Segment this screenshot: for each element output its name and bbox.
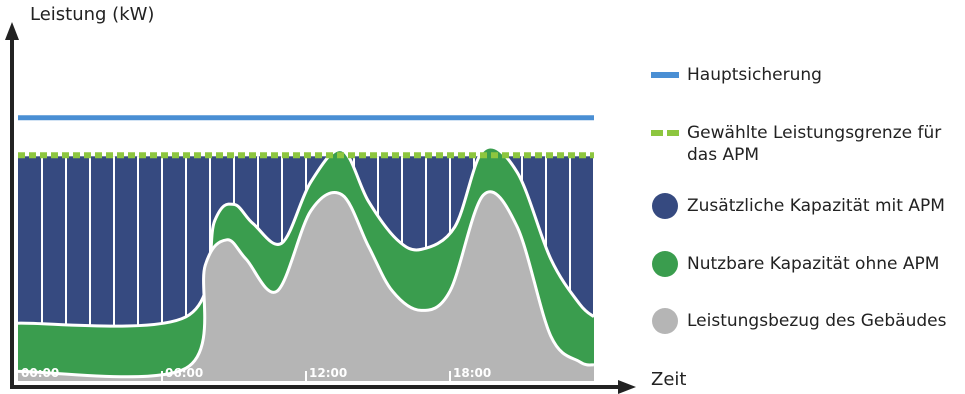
legend-item-additional-capacity: Zusätzliche Kapazität mit APM — [651, 193, 945, 219]
legend-label: Nutzbare Kapazität ohne APM — [687, 254, 940, 274]
legend-item-power-limit: Gewählte Leistungsgrenze für das APM — [651, 122, 951, 166]
usable-capacity-line — [17, 145, 595, 328]
legend-label: Gewählte Leistungsgrenze für das APM — [687, 123, 942, 165]
x-axis-arrow-icon — [618, 380, 636, 394]
x-tick-label: 06:00 — [165, 366, 203, 380]
legend-label: Zusätzliche Kapazität mit APM — [687, 196, 945, 216]
legend-circle-icon — [651, 193, 679, 219]
legend-circle-icon — [651, 308, 679, 334]
building-load-area — [18, 191, 594, 381]
legend-label: Leistungsbezug des Gebäudes — [687, 311, 947, 331]
legend-dashed-line-icon — [651, 122, 679, 144]
y-axis-arrow-icon — [5, 22, 19, 40]
legend-circle-icon — [651, 251, 679, 277]
legend-label: Hauptsicherung — [687, 65, 822, 85]
x-axis-label: Zeit — [651, 369, 687, 390]
y-axis-label: Leistung (kW) — [30, 4, 155, 25]
legend-item-usable-capacity: Nutzbare Kapazität ohne APM — [651, 251, 940, 277]
legend-item-main-fuse: Hauptsicherung — [651, 64, 822, 86]
building-load-line — [17, 190, 595, 379]
legend-item-building-load: Leistungsbezug des Gebäudes — [651, 308, 947, 334]
x-tick-label: 18:00 — [453, 366, 491, 380]
legend-line-icon — [651, 64, 679, 86]
x-tick-label: 12:00 — [309, 366, 347, 380]
x-tick-label: 00:00 — [21, 366, 59, 380]
